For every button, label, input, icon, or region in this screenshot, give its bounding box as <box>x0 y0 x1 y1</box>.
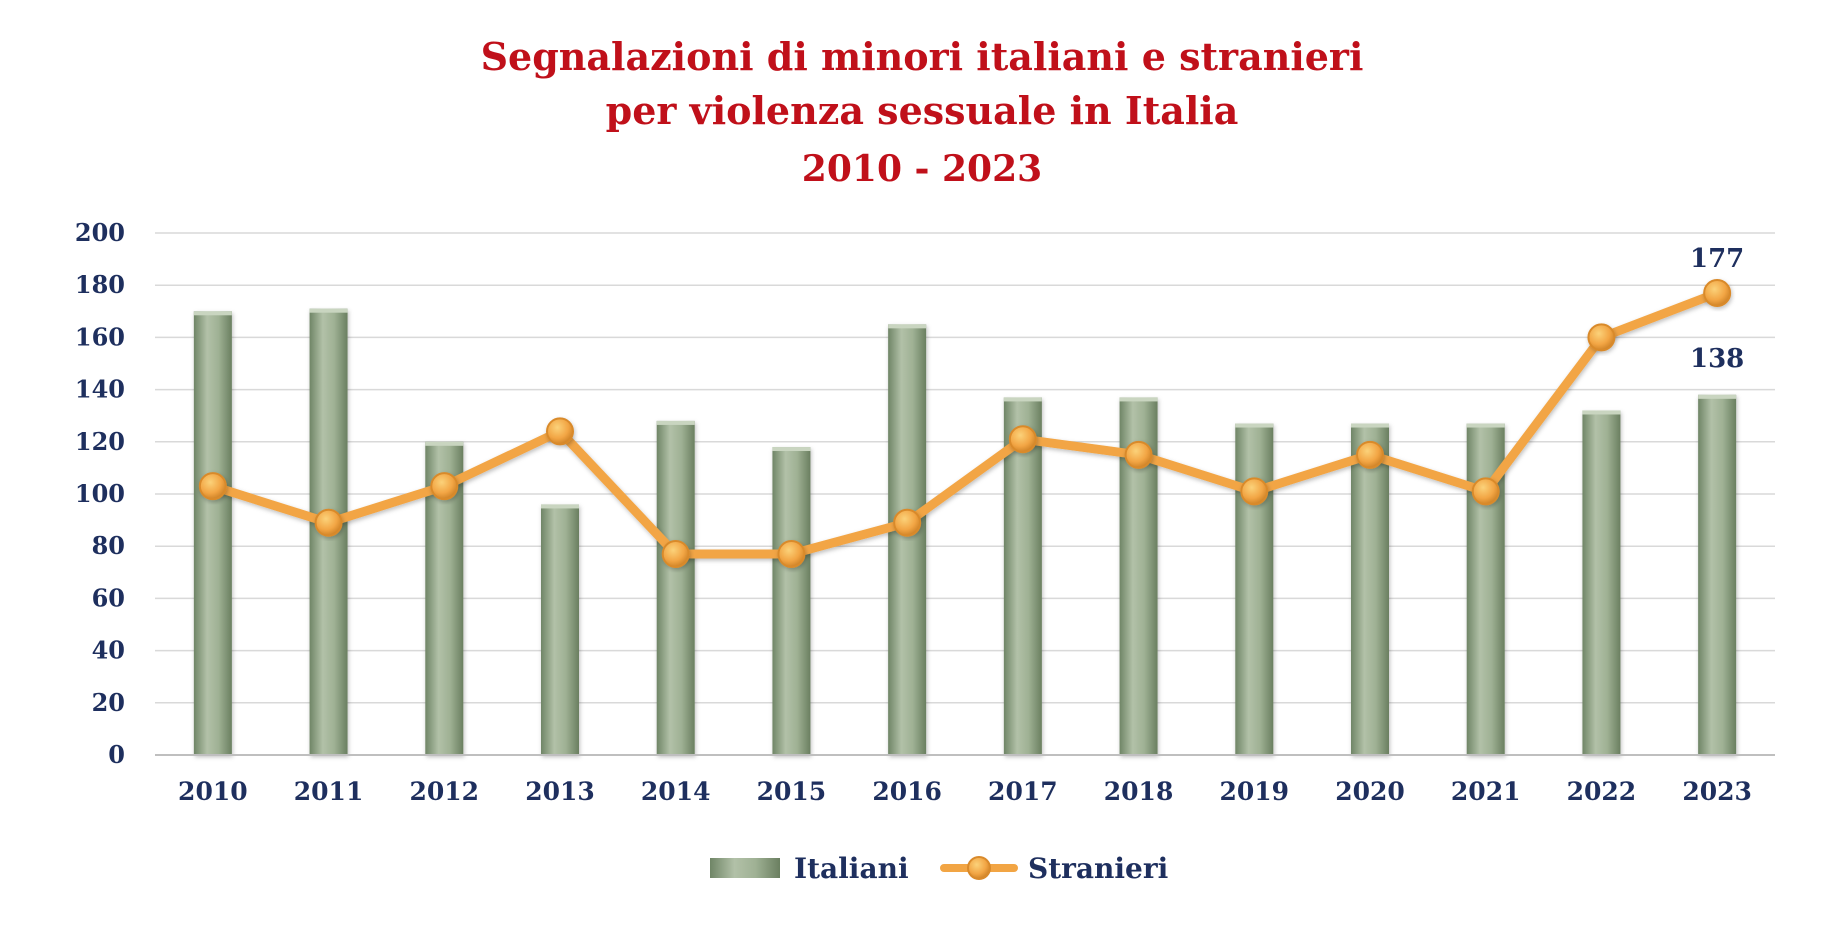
legend-label-stranieri: Stranieri <box>1028 852 1168 885</box>
bar-cap <box>1466 423 1505 428</box>
bar-cap <box>1582 410 1621 415</box>
bar-cap <box>1003 397 1042 402</box>
bar-group <box>1003 397 1042 755</box>
bar-cap <box>541 504 579 509</box>
bar-cap <box>1119 397 1158 402</box>
bar <box>1698 394 1737 755</box>
bar <box>888 324 927 755</box>
chart-title-line2: per violenza sessuale in Italia <box>605 88 1239 133</box>
line-point <box>1008 425 1037 454</box>
bar-cap <box>656 420 695 425</box>
x-tick-label: 2019 <box>1219 777 1289 806</box>
chart-title-block: Segnalazioni di minori italiani e strani… <box>0 30 1844 196</box>
line-point <box>661 540 690 569</box>
y-tick-label: 0 <box>108 740 125 769</box>
bar-cap <box>888 324 927 329</box>
line-point <box>1471 477 1500 506</box>
y-tick-label: 100 <box>75 479 125 508</box>
series-line-stranieri <box>208 288 1722 559</box>
bar-group <box>772 447 811 755</box>
bar-cap <box>772 447 811 452</box>
bar <box>656 420 695 755</box>
y-tick-label: 120 <box>75 427 125 456</box>
x-tick-label: 2022 <box>1567 777 1637 806</box>
legend-label-italiani: Italiani <box>794 852 909 885</box>
x-tick-label: 2020 <box>1335 777 1405 806</box>
bar <box>193 311 232 755</box>
x-tick-label: 2013 <box>525 777 595 806</box>
x-tick-label: 2010 <box>178 777 248 806</box>
line-point <box>893 508 922 537</box>
y-tick-label: 20 <box>92 688 125 717</box>
bar-group <box>1351 423 1389 755</box>
x-tick-label: 2016 <box>872 777 942 806</box>
y-tick-label: 200 <box>75 218 125 247</box>
data-label: 138 <box>1690 344 1744 374</box>
line-point <box>1703 279 1732 308</box>
y-tick-label: 180 <box>75 270 125 299</box>
x-tick-label: 2017 <box>988 777 1058 806</box>
bar-cap <box>309 308 348 313</box>
x-tick-label: 2021 <box>1451 777 1521 806</box>
bar-cap <box>1698 394 1737 399</box>
legend-swatch-italiani <box>710 858 780 878</box>
y-tick-label: 140 <box>75 375 125 404</box>
bar-cap <box>425 441 464 446</box>
bar-group <box>1698 394 1737 755</box>
chart-title: Segnalazioni di minori italiani e strani… <box>480 34 1364 79</box>
bar-cap <box>193 311 232 316</box>
data-label: 177 <box>1690 244 1744 274</box>
line-point <box>1587 323 1616 352</box>
line-point <box>430 472 459 501</box>
legend-swatch-marker-stranieri <box>967 856 991 880</box>
bar <box>1351 423 1389 755</box>
line-point <box>314 508 343 537</box>
bar-group <box>541 504 579 755</box>
line-point <box>546 417 574 446</box>
bar <box>541 504 579 755</box>
bar <box>1003 397 1042 755</box>
x-tick-label: 2018 <box>1104 777 1174 806</box>
chart-subtitle: 2010 - 2023 <box>801 148 1043 190</box>
x-tick-label: 2015 <box>757 777 827 806</box>
y-tick-label: 40 <box>92 636 125 665</box>
bar-cap <box>1351 423 1389 428</box>
bar-group <box>656 420 695 755</box>
bar-group <box>1235 423 1274 755</box>
x-tick-label: 2012 <box>409 777 479 806</box>
bar-group <box>193 311 232 755</box>
y-tick-label: 160 <box>75 322 125 351</box>
bar-group <box>888 324 927 755</box>
line-point <box>777 540 806 569</box>
line-point <box>198 472 227 501</box>
y-tick-label: 60 <box>92 583 125 612</box>
line-point <box>1124 440 1153 469</box>
bar <box>1582 410 1621 755</box>
bar <box>772 447 811 755</box>
line-point <box>1240 477 1269 506</box>
line-point <box>1356 440 1384 469</box>
bar-group <box>1582 410 1621 755</box>
y-tick-label: 80 <box>92 531 125 560</box>
x-tick-label: 2014 <box>641 777 711 806</box>
bar-cap <box>1235 423 1274 428</box>
bar <box>1235 423 1274 755</box>
x-tick-label: 2023 <box>1682 777 1752 806</box>
x-tick-label: 2011 <box>294 777 364 806</box>
